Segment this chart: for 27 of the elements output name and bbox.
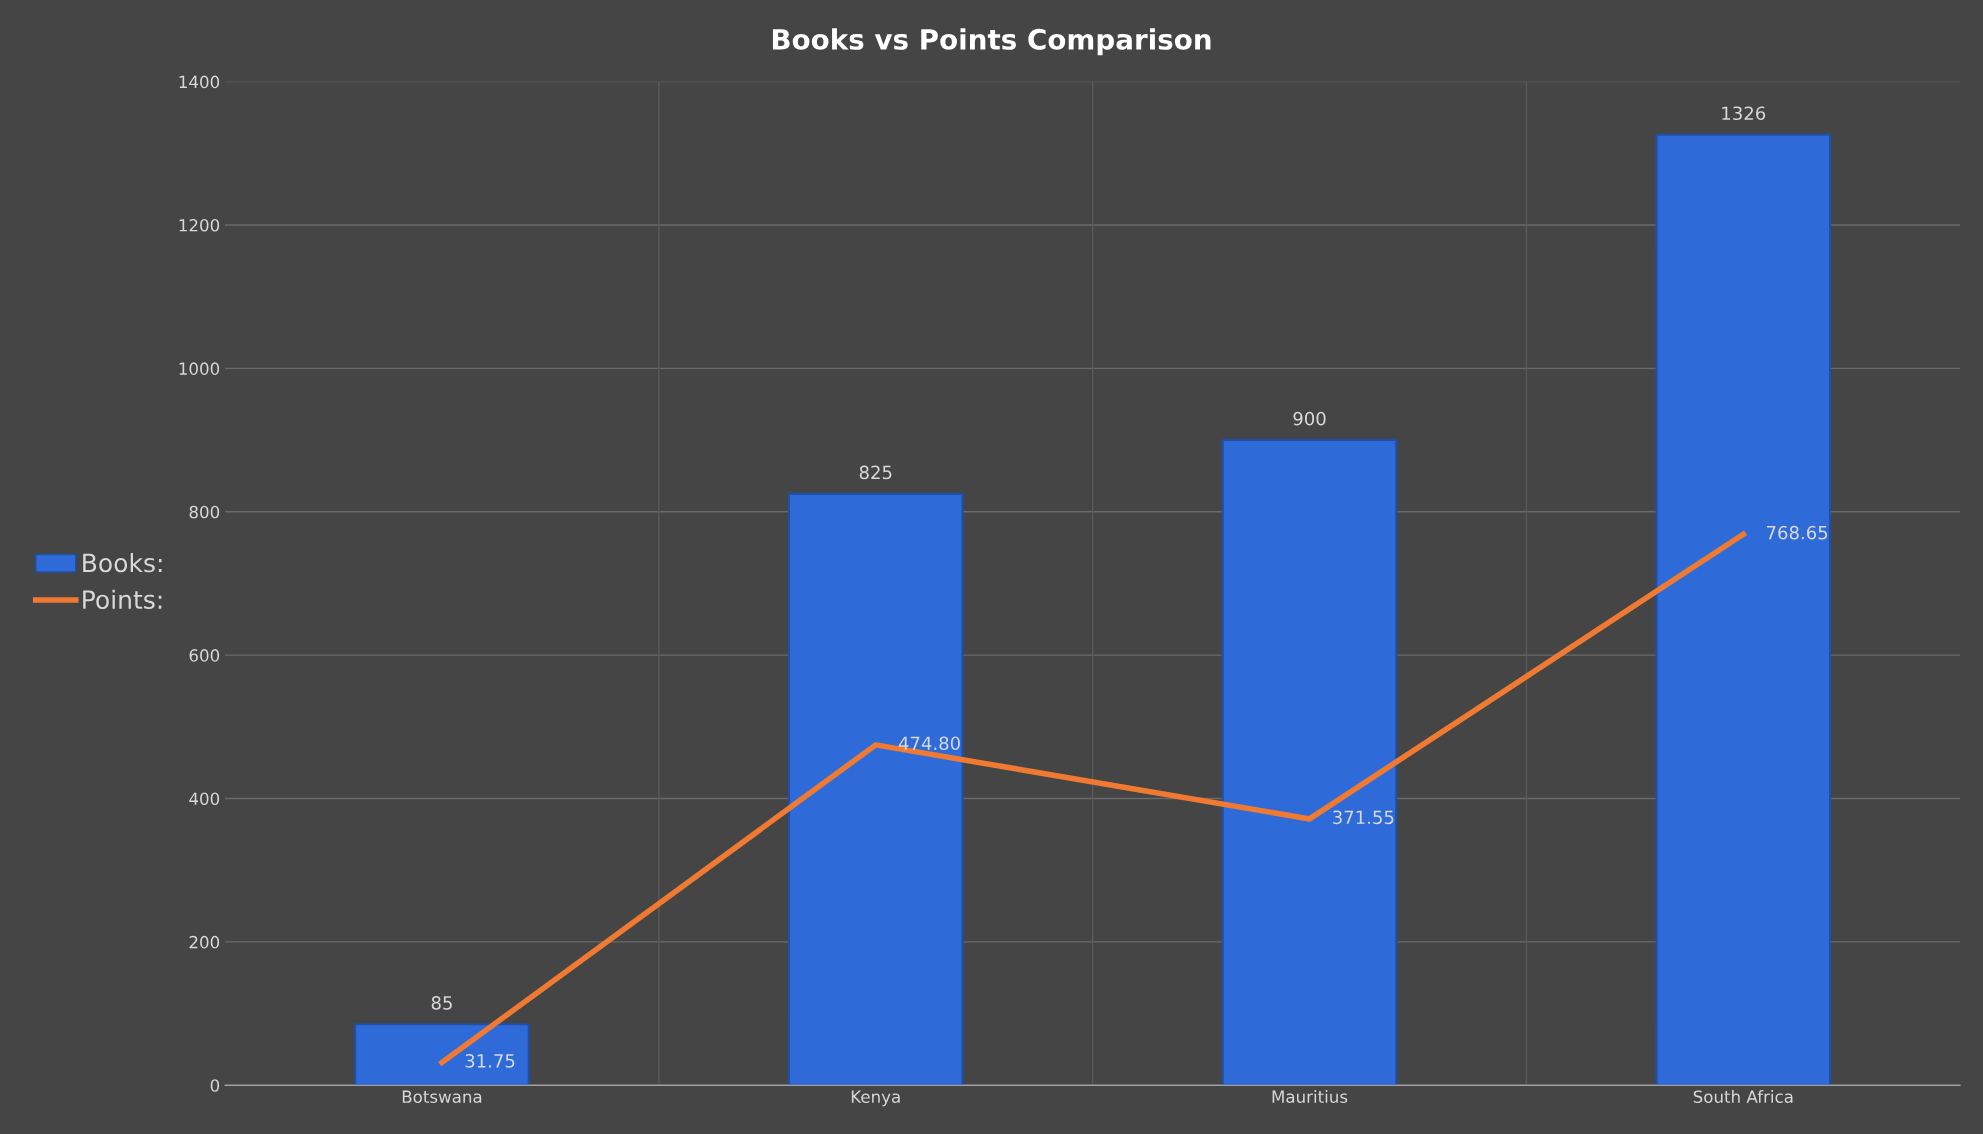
y-tick-label: 400 bbox=[189, 792, 220, 806]
legend-label: Points: bbox=[83, 589, 162, 610]
data-label: 900 bbox=[1293, 411, 1326, 426]
y-tick-label: 1000 bbox=[179, 362, 220, 375]
data-label: 825 bbox=[859, 465, 892, 480]
data-label: 768.65 bbox=[1767, 525, 1828, 540]
data-label: 1326 bbox=[1722, 106, 1766, 121]
y-tick-label: 1200 bbox=[179, 218, 220, 232]
data-label: 474.80 bbox=[898, 736, 960, 751]
y-tick-label: 600 bbox=[189, 649, 220, 662]
y-tick-label: 800 bbox=[189, 505, 220, 519]
x-tick-label: Mauritius bbox=[1272, 1090, 1348, 1103]
chart-title: Books vs Points Comparison bbox=[772, 28, 1211, 56]
data-label: 371.55 bbox=[1333, 810, 1394, 825]
bar bbox=[354, 1023, 530, 1086]
x-tick-label: Kenya bbox=[851, 1090, 900, 1107]
bar bbox=[1655, 133, 1832, 1086]
bar bbox=[1221, 439, 1398, 1086]
y-tick-label: 1400 bbox=[179, 75, 220, 89]
x-tick-label: South Africa bbox=[1693, 1090, 1793, 1103]
x-tick-label: Botswana bbox=[402, 1090, 482, 1103]
legend-label: Books: bbox=[83, 553, 162, 573]
y-tick-label: 0 bbox=[210, 1079, 220, 1092]
data-label: 85 bbox=[431, 996, 452, 1010]
y-tick-label: 200 bbox=[189, 935, 220, 949]
bar bbox=[787, 492, 964, 1086]
data-label: 31.75 bbox=[465, 1054, 515, 1068]
